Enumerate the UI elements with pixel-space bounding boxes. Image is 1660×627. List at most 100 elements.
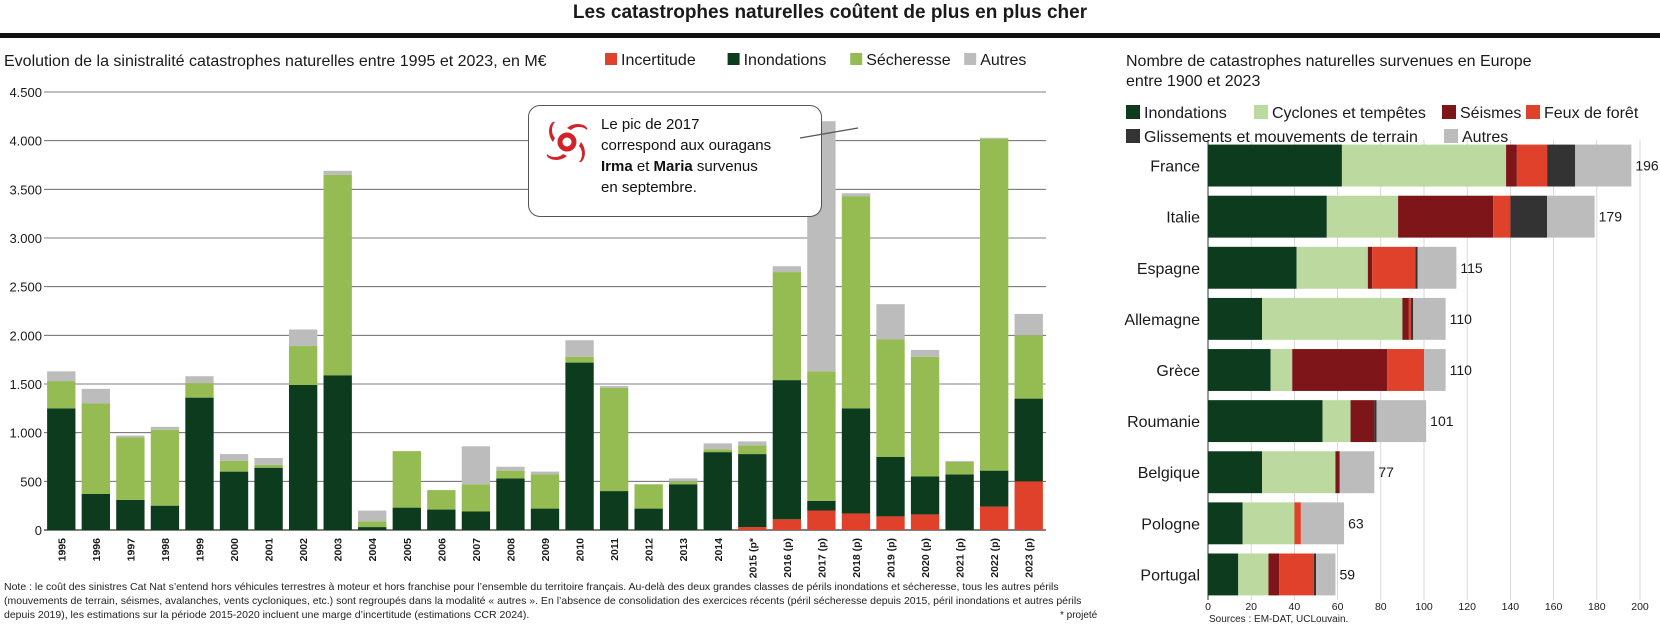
callout-name-maria: Maria	[653, 158, 693, 175]
hbar-segment-inondations	[1208, 502, 1243, 545]
hbar-segment-séismes	[1350, 400, 1375, 443]
hbar-segment-autres	[1339, 451, 1375, 494]
bar-segment-inondations	[496, 478, 525, 530]
x-tick-label: 2000	[229, 538, 241, 562]
x-tick-label: 80	[1375, 601, 1387, 613]
hbar-segment-séismes	[1292, 349, 1388, 391]
legend2-label-4: Glissements et mouvements de terrain	[1144, 129, 1418, 146]
bar-segment-sécheresse	[358, 521, 387, 528]
legend2-label-3: Feux de forêt	[1544, 105, 1639, 122]
footnote: Note : le coût des sinistres Cat Nat s’e…	[4, 581, 1082, 621]
hbar-segment-cyclones	[1270, 349, 1293, 391]
hbar-segment-cyclones	[1296, 246, 1368, 289]
bar-segment-inondations	[116, 499, 145, 530]
bar-segment-autres	[1014, 313, 1043, 336]
bar-segment-inondations	[427, 509, 456, 530]
bar-segment-incertitude	[738, 527, 767, 530]
legend2-swatch-4	[1126, 129, 1140, 143]
bar-segment-sécheresse	[254, 464, 283, 468]
total-label: 101	[1430, 413, 1454, 429]
bar-segment-inondations	[703, 452, 732, 530]
x-tick-label: 2009	[540, 538, 552, 562]
country-label: Roumanie	[1127, 414, 1200, 431]
bar-segment-autres	[945, 460, 974, 462]
bar-segment-sécheresse	[392, 451, 421, 508]
x-tick-label: 2001	[264, 538, 276, 562]
bar-segment-sécheresse	[634, 484, 663, 509]
country-label: Italie	[1166, 210, 1200, 227]
chart1-title: Evolution de la sinistralité catastrophe…	[4, 53, 547, 70]
bar-segment-autres	[150, 426, 180, 430]
bar-segment-autres	[254, 457, 283, 465]
y-tick-label: 1.000	[9, 426, 42, 441]
hurricane-icon	[546, 121, 588, 163]
x-tick-label: 40	[1289, 601, 1301, 613]
bar-segment-inondations	[323, 375, 352, 530]
hbar-segment-inondations	[1208, 400, 1323, 443]
hbar-segment-inondations	[1208, 349, 1271, 391]
x-tick-label: 2006	[436, 538, 448, 562]
bar-segment-incertitude	[841, 513, 871, 530]
x-tick-label: 2010	[575, 538, 587, 562]
hbar-segment-autres	[1316, 553, 1336, 596]
legend2-label-0: Inondations	[1144, 105, 1227, 122]
bar-segment-autres	[219, 454, 249, 461]
x-tick-label: 2002	[298, 538, 310, 562]
hbar-segment-cyclones	[1341, 144, 1507, 187]
bar-segment-inondations	[945, 474, 974, 530]
hbar-segment-cyclones	[1238, 553, 1269, 596]
hbar-segment-cyclones	[1242, 502, 1295, 545]
hbar-segment-feux	[1408, 297, 1412, 340]
legend1-label-2: Sécheresse	[866, 52, 951, 69]
bar-segment-incertitude	[876, 516, 905, 530]
legend2-swatch-1	[1254, 105, 1268, 119]
country-label: Pologne	[1141, 516, 1200, 533]
x-tick-label: 180	[1588, 601, 1606, 613]
bar-segment-autres	[358, 510, 387, 522]
hbar-segment-autres	[1575, 144, 1632, 187]
hbar-segment-cyclones	[1262, 451, 1336, 494]
x-tick-label: 2018 (p)	[851, 538, 863, 578]
hbar-segment-séismes	[1402, 297, 1409, 340]
hbar-segment-glissements	[1510, 195, 1548, 238]
legend2-swatch-2	[1442, 105, 1456, 119]
x-tick-label: 2014	[713, 538, 725, 562]
hurricane-callout: Le pic de 2017 correspond aux ouragans I…	[528, 105, 822, 217]
bar-segment-sécheresse	[219, 460, 249, 472]
hbar-segment-feux	[1294, 502, 1301, 545]
hbar-segment-séismes	[1398, 195, 1494, 238]
bar-segment-incertitude	[910, 514, 940, 530]
hbar-segment-inondations	[1208, 297, 1262, 340]
bar-segment-sécheresse	[427, 490, 456, 510]
bar-segment-inondations	[150, 505, 180, 530]
x-tick-label: 2023 (p)	[1024, 538, 1036, 578]
bar-segment-sécheresse	[47, 381, 76, 409]
bar-segment-inondations	[738, 454, 767, 528]
legend1-swatch-1	[727, 53, 740, 65]
hbar-segment-autres	[1300, 502, 1345, 545]
x-tick-label: 120	[1458, 601, 1476, 613]
bar-segment-inondations	[980, 470, 1009, 507]
bar-segment-sécheresse	[185, 383, 214, 398]
y-tick-label: 2.500	[9, 280, 42, 295]
bar-segment-sécheresse	[599, 387, 629, 492]
hbar-segment-feux	[1372, 246, 1416, 289]
bar-segment-inondations	[807, 500, 836, 511]
hbar-segment-glissements	[1547, 144, 1576, 187]
bar-segment-incertitude	[980, 506, 1009, 530]
x-tick-label: 2022 (p)	[989, 538, 1001, 578]
bar-segment-sécheresse	[323, 174, 352, 376]
x-tick-label: 200	[1631, 601, 1649, 613]
x-tick-label: 1999	[194, 538, 206, 562]
bar-segment-inondations	[288, 384, 318, 530]
x-tick-label: 1998	[160, 538, 172, 562]
hbar-segment-feux	[1516, 144, 1548, 187]
bar-segment-sécheresse	[461, 484, 491, 512]
bar-segment-inondations	[634, 508, 663, 530]
hbar-segment-inondations	[1208, 144, 1342, 187]
bar-segment-autres	[496, 466, 525, 471]
total-label: 110	[1450, 311, 1473, 327]
chart2-title-line1: Nombre de catastrophes naturelles surven…	[1126, 53, 1532, 70]
bar-segment-incertitude	[807, 510, 836, 530]
y-tick-label: 4.500	[9, 85, 42, 100]
